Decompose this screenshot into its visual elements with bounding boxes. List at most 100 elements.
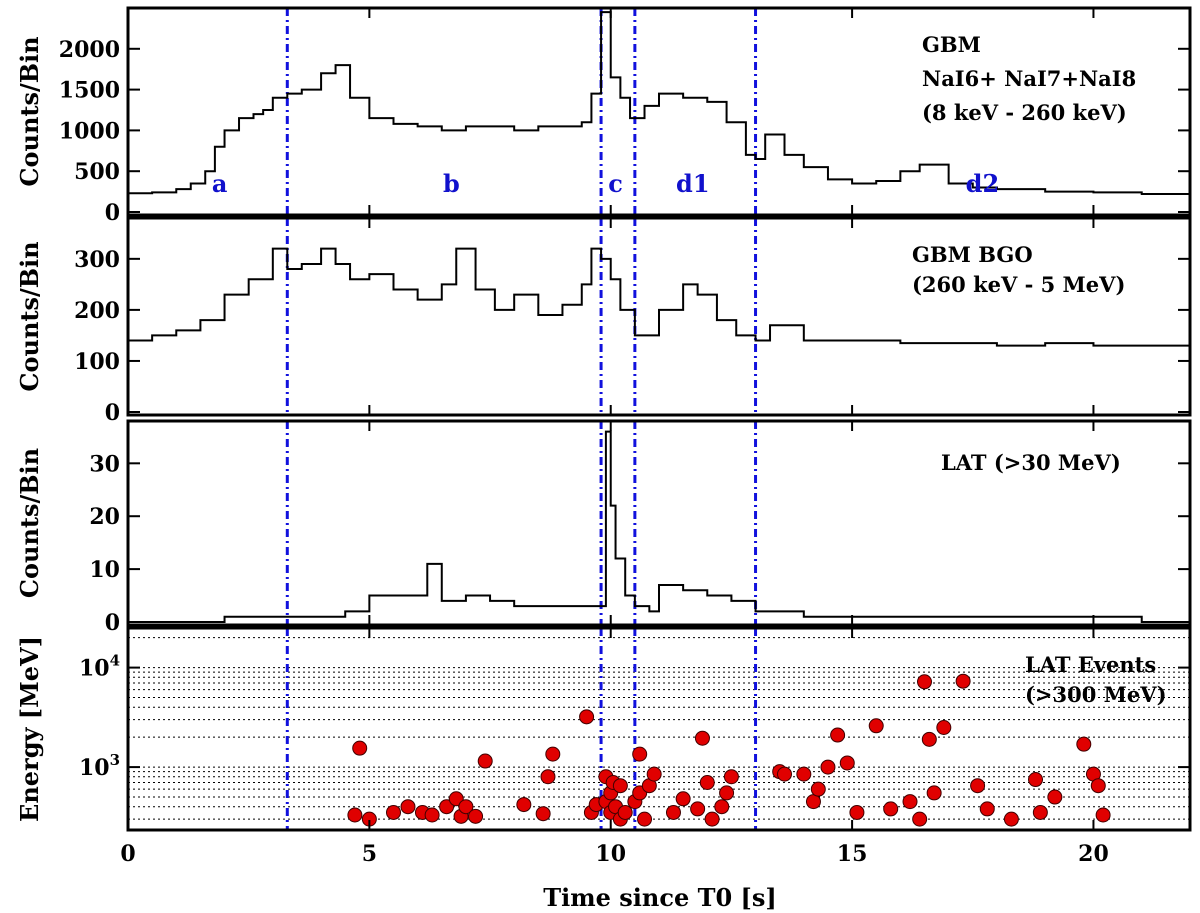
interval-label: c xyxy=(608,169,623,198)
panel-label-line: (8 keV - 260 keV) xyxy=(922,100,1127,125)
panel-gbm-nai: 0 500 1000 1500 2000 Counts/Bin GBM NaI6+ NaI7+… xyxy=(15,6,1192,226)
event-point xyxy=(352,740,368,756)
y-axis-title: Counts/Bin xyxy=(15,36,44,186)
event-point xyxy=(777,766,793,782)
event-point xyxy=(1003,811,1019,827)
event-point xyxy=(1095,807,1111,823)
event-point xyxy=(1032,804,1048,820)
event-point xyxy=(979,801,995,817)
event-point xyxy=(690,801,706,817)
y-tick-label: 103 xyxy=(79,751,120,781)
event-point xyxy=(516,797,532,813)
panel-frame xyxy=(126,216,1192,417)
event-point xyxy=(386,804,401,820)
panels-group: 0 5 0 0 1000 1500 2000 Counts/Bin GBM NaI6+ NaI7+… xyxy=(15,6,1192,867)
interval-label: b xyxy=(443,169,460,198)
y-tick-label: 0 xyxy=(105,400,120,426)
panel-label-line: (260 keV - 5 MeV) xyxy=(912,272,1125,297)
series-line xyxy=(128,430,1190,623)
interval-label: d2 xyxy=(966,169,999,198)
panel-frame xyxy=(126,6,1192,217)
event-point xyxy=(424,807,440,823)
y-tick-label: 1500 xyxy=(59,78,120,104)
panel-label-line: LAT Events xyxy=(1025,652,1156,677)
panel-label-line: GBM xyxy=(922,32,981,57)
event-point xyxy=(617,804,633,820)
event-point xyxy=(955,673,971,689)
x-tick-label: 0 xyxy=(120,841,135,867)
event-point xyxy=(830,727,846,743)
event-point xyxy=(723,769,739,785)
y-tick-label: 1000 xyxy=(59,118,120,144)
x-axis-title: Time since T0 [s] xyxy=(543,883,776,912)
event-point xyxy=(926,785,942,801)
event-point xyxy=(468,808,484,824)
event-point xyxy=(839,755,855,771)
event-point xyxy=(902,794,918,810)
event-point xyxy=(439,799,455,815)
x-tick-label: 5 xyxy=(362,841,377,867)
event-point xyxy=(694,730,710,746)
series-line xyxy=(128,247,1191,349)
event-point xyxy=(535,806,551,822)
y-tick-label: 20 xyxy=(89,504,120,530)
event-point xyxy=(675,791,691,807)
event-point xyxy=(347,807,363,823)
event-point xyxy=(883,801,899,817)
y-axis-title: Energy [MeV] xyxy=(15,636,44,822)
event-point xyxy=(632,746,648,762)
y-tick-label: 10 xyxy=(89,557,120,583)
y-axis-title: Counts/Bin xyxy=(15,241,44,391)
panel-label-line: LAT (>30 MeV) xyxy=(941,450,1121,475)
event-point xyxy=(921,731,937,747)
interval-label: a xyxy=(212,169,228,198)
event-point xyxy=(912,811,928,827)
event-point xyxy=(1047,789,1063,805)
y-tick-label: 2000 xyxy=(59,37,120,63)
event-point xyxy=(400,799,416,815)
event-point xyxy=(719,785,735,801)
panel-label-line: GBM BGO xyxy=(912,242,1033,267)
panel-label: GBM NaI6+ NaI7+NaI8 (8 keV - 260 keV) xyxy=(922,32,1136,125)
y-tick-label: 100 xyxy=(74,349,120,375)
event-point xyxy=(796,766,812,782)
y-tick-label: 104 xyxy=(79,652,120,682)
event-point xyxy=(458,799,474,815)
event-point xyxy=(714,799,730,815)
panel-lat: 0 10 20 30 Counts/Bin LAT (>30 MeV) xyxy=(15,419,1192,636)
event-point xyxy=(646,766,662,782)
panel-label: GBM BGO (260 keV - 5 MeV) xyxy=(912,242,1125,297)
panel-label: LAT Events (>300 MeV) xyxy=(1025,652,1167,707)
event-point xyxy=(810,781,826,797)
y-tick-label: 300 xyxy=(74,247,120,273)
x-tick-labels: 0 5 10 15 20 xyxy=(120,841,1108,867)
event-point xyxy=(448,791,464,807)
x-tick-label: 15 xyxy=(837,841,868,867)
panel-label-line: (>300 MeV) xyxy=(1025,682,1167,707)
y-tick-label: 200 xyxy=(74,298,120,324)
event-point xyxy=(545,746,561,762)
event-point xyxy=(637,811,653,827)
y-tick-label: 30 xyxy=(89,451,120,477)
event-point xyxy=(665,804,681,820)
y-tick-label: 0 xyxy=(105,610,120,636)
x-tick-label: 10 xyxy=(595,841,626,867)
event-point xyxy=(612,778,628,794)
event-point xyxy=(704,811,720,827)
panel-gbm-bgo: 0 100 200 300 Counts/Bin GBM BGO (260 keV - 5 … xyxy=(15,216,1192,426)
panel-frame xyxy=(126,419,1192,627)
event-point xyxy=(1090,778,1106,794)
event-point xyxy=(477,753,493,769)
x-tick-label: 20 xyxy=(1078,841,1109,867)
panel-lat-events: 103 104 Energy [MeV] LAT Events (>300 MeV) xyxy=(15,626,1192,832)
event-point xyxy=(540,769,556,785)
panel-frame xyxy=(126,626,1192,832)
event-point xyxy=(868,718,884,734)
panel-label-line: NaI6+ NaI7+NaI8 xyxy=(922,66,1136,91)
event-point xyxy=(1076,736,1092,752)
event-point xyxy=(917,674,932,690)
event-point xyxy=(970,778,986,794)
series-line xyxy=(128,11,1191,196)
interval-label: d1 xyxy=(676,169,709,198)
